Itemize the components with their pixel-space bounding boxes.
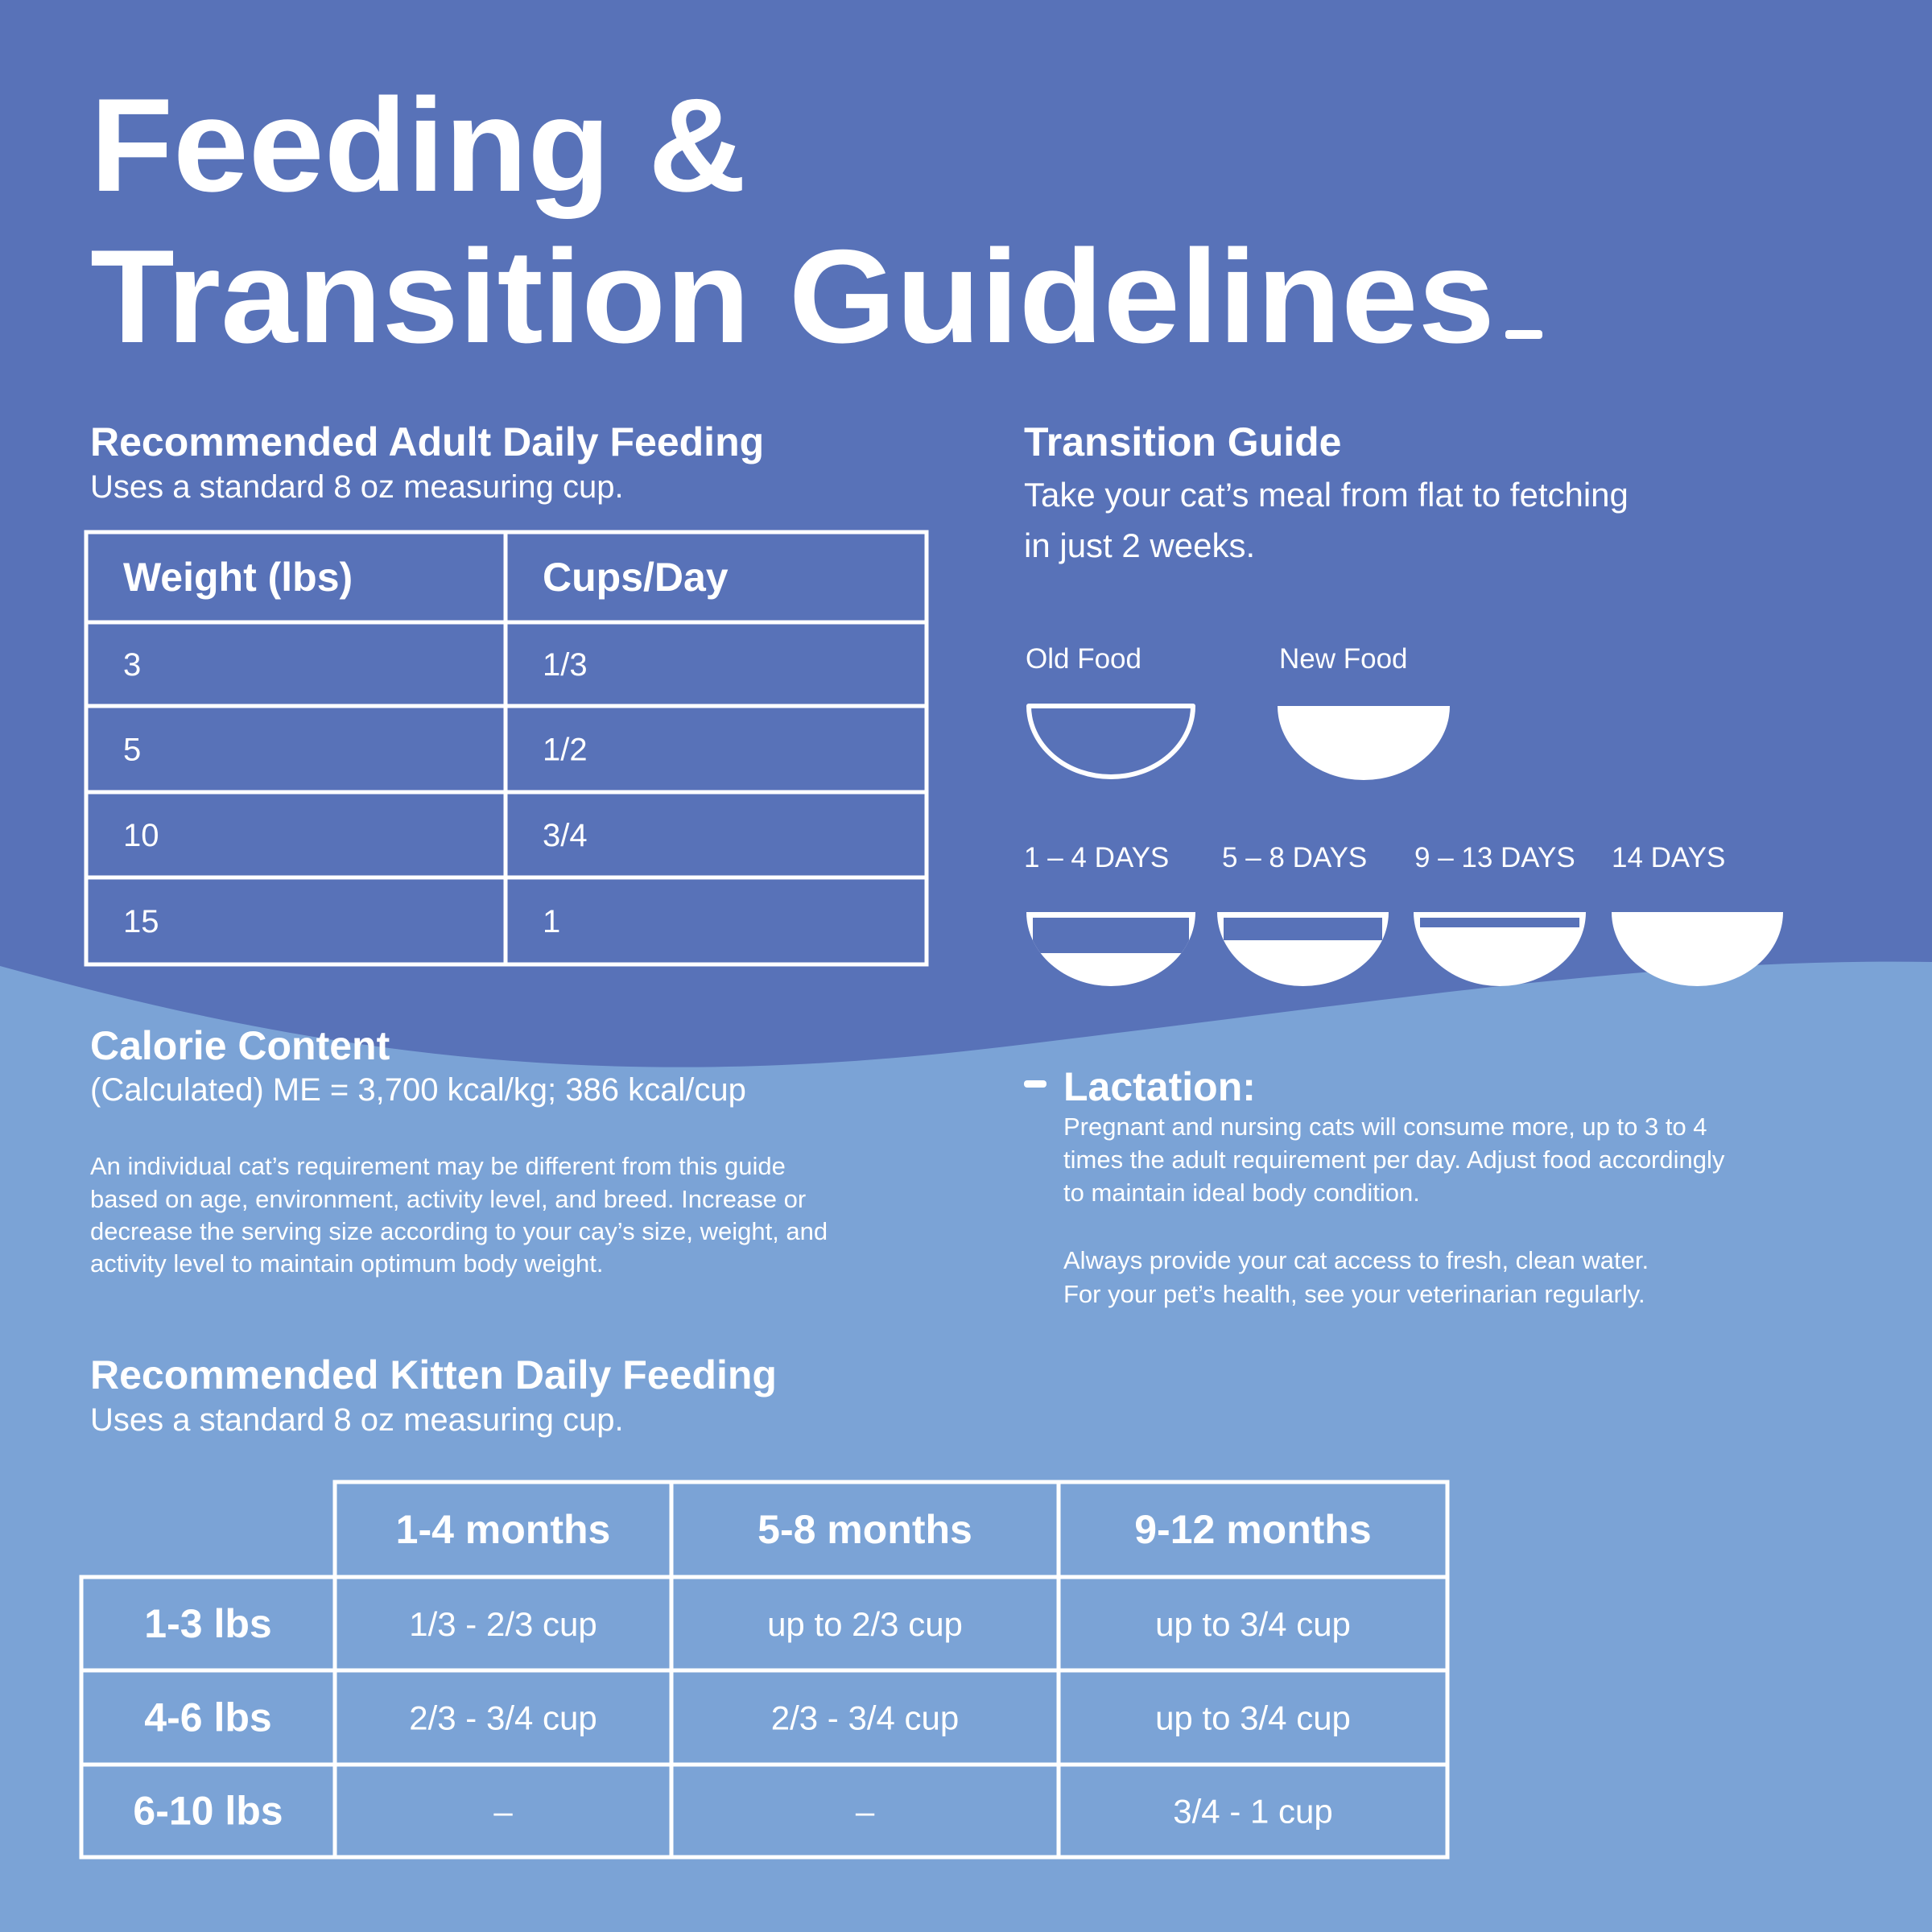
table-header: 1-4 months [396, 1507, 611, 1552]
table-header: 9-12 months [1134, 1507, 1372, 1552]
stage-label: 9 – 13 DAYS [1414, 842, 1575, 873]
bowl-stage [1217, 912, 1389, 986]
table-header: 5-8 months [758, 1507, 972, 1552]
table-value: 3/4 - 1 cup [1173, 1793, 1332, 1831]
row-label: 1-3 lbs [144, 1601, 271, 1646]
title-line: Transition Guidelines [90, 222, 1495, 370]
section-subtitle: Uses a standard 8 oz measuring cup. [90, 469, 624, 505]
bowl-stage [1414, 912, 1586, 986]
note-line: An individual cat’s requirement may be d… [90, 1152, 786, 1180]
stage-label: 14 DAYS [1612, 842, 1725, 873]
table-value: up to 3/4 cup [1155, 1699, 1351, 1737]
table-value: 10 [123, 818, 159, 853]
stage-label: 5 – 8 DAYS [1222, 842, 1367, 873]
table-value: 2/3 - 3/4 cup [771, 1699, 959, 1737]
legend-label: Old Food [1026, 643, 1141, 675]
table-value: 5 [123, 733, 141, 768]
bowl-old [1026, 704, 1195, 779]
table-cell [503, 875, 929, 967]
table-value: 1/2 [543, 733, 588, 768]
lactation-line: to maintain ideal body condition. [1063, 1179, 1420, 1207]
stage-label: 1 – 4 DAYS [1024, 842, 1169, 873]
note-line: decrease the serving size according to y… [90, 1217, 828, 1245]
bullet-dash [1024, 1080, 1046, 1088]
table-header: Weight (lbs) [123, 555, 353, 600]
section-title: Recommended Adult Daily Feeding [90, 419, 764, 464]
transition-text: Take your cat’s meal from flat to fetchi… [1024, 476, 1629, 514]
table-value: 3 [123, 647, 141, 683]
lactation-line: times the adult requirement per day. Adj… [1063, 1146, 1725, 1174]
table-value: 1 [543, 904, 560, 939]
title-line: Feeding & [90, 71, 746, 219]
section-title: Recommended Kitten Daily Feeding [90, 1352, 777, 1397]
legend-label: New Food [1279, 643, 1408, 675]
table-value: up to 3/4 cup [1155, 1605, 1351, 1643]
section-subtitle: Uses a standard 8 oz measuring cup. [90, 1402, 624, 1438]
bowl-stage [1612, 912, 1783, 986]
water-line: For your pet’s health, see your veterina… [1063, 1280, 1645, 1308]
table-value: 3/4 [543, 818, 588, 853]
transition-text: in just 2 weeks. [1024, 526, 1255, 564]
bowl-new [1278, 706, 1450, 780]
section-title: Calorie Content [90, 1023, 390, 1068]
note-line: based on age, environment, activity leve… [90, 1185, 806, 1213]
title-dash [1505, 330, 1542, 339]
table-cell [1056, 1762, 1450, 1860]
table-value: up to 2/3 cup [767, 1605, 963, 1643]
section-title: Transition Guide [1024, 419, 1341, 464]
note-line: activity level to maintain optimum body … [90, 1249, 604, 1278]
table-value: – [856, 1793, 875, 1831]
table-value: 15 [123, 904, 159, 939]
row-label: 6-10 lbs [133, 1789, 283, 1834]
lactation-line: Pregnant and nursing cats will consume m… [1063, 1113, 1707, 1141]
row-label: 4-6 lbs [144, 1695, 271, 1740]
water-line: Always provide your cat access to fresh,… [1063, 1246, 1649, 1274]
bowl-stage [1026, 912, 1195, 986]
table-value: 2/3 - 3/4 cup [409, 1699, 597, 1737]
table-header: Cups/Day [543, 555, 729, 600]
section-title: Lactation: [1063, 1064, 1256, 1109]
table-value: – [493, 1793, 513, 1831]
table-value: 1/3 - 2/3 cup [409, 1605, 597, 1643]
calorie-value: (Calculated) ME = 3,700 kcal/kg; 386 kca… [90, 1072, 746, 1108]
table-value: 1/3 [543, 647, 588, 683]
